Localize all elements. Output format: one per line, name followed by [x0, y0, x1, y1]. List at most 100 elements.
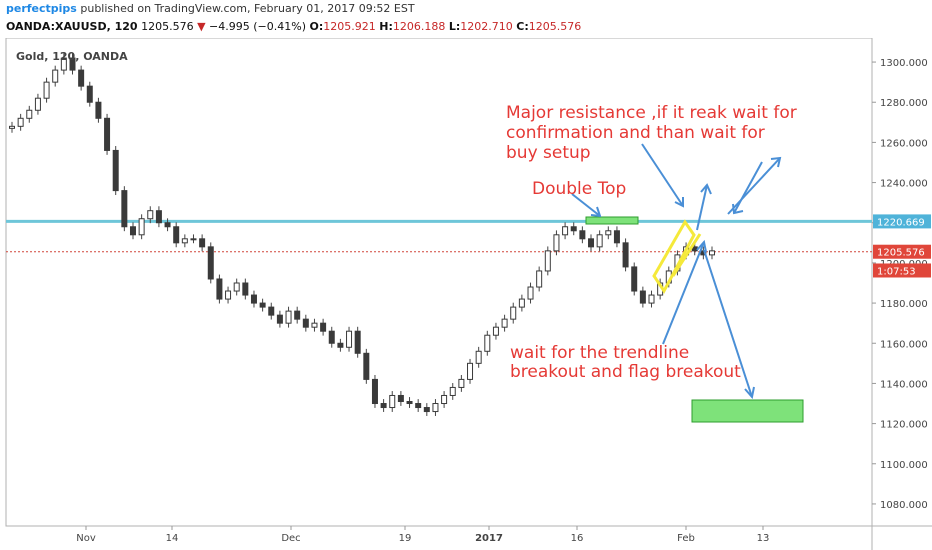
candle	[527, 282, 534, 304]
y-tick-label: 1080.000	[880, 500, 928, 511]
note-resistance-line3: buy setup	[506, 143, 591, 163]
arrow-trendline	[662, 239, 707, 345]
drawings	[571, 143, 804, 423]
candle	[709, 246, 715, 260]
price-tags: 1220.669 1205.576 1:07:53	[873, 214, 931, 278]
candle	[190, 234, 197, 244]
candle	[311, 318, 318, 332]
candle	[406, 397, 413, 408]
candle	[121, 186, 128, 232]
candle	[69, 53, 76, 75]
candle	[250, 290, 257, 308]
x-tick-label: Feb	[677, 533, 695, 544]
candle	[86, 81, 93, 107]
close-label: C:	[516, 20, 529, 33]
candle	[328, 326, 335, 348]
candle	[17, 113, 24, 131]
candle	[320, 318, 327, 336]
candle	[104, 113, 111, 155]
note-double-top: Double Top	[532, 179, 626, 199]
open-value: 1205.921	[323, 20, 376, 33]
annotation-arrows	[571, 143, 782, 400]
candle	[389, 391, 396, 412]
candle	[216, 274, 223, 304]
candle	[129, 222, 136, 240]
candlestick-series	[9, 53, 715, 416]
candle	[52, 65, 59, 87]
arrow-breakout-up-1	[696, 183, 712, 231]
candle	[242, 278, 249, 300]
y-tick-label: 1140.000	[880, 379, 928, 390]
bull-flag	[652, 219, 696, 294]
candle	[302, 314, 309, 332]
candle	[26, 105, 33, 123]
candle	[294, 306, 301, 324]
candle	[648, 290, 655, 308]
candle	[432, 399, 439, 416]
x-axis[interactable]: Nov 14 Dec 19 2017 16 Feb 13	[76, 526, 769, 544]
candle	[492, 322, 499, 340]
candle	[467, 358, 474, 384]
arrow-breakout-up-2	[727, 156, 782, 215]
candle	[518, 294, 525, 312]
y-axis[interactable]: 1300.0001280.0001260.0001240.0001220.000…	[872, 58, 928, 511]
y-tick-label: 1160.000	[880, 339, 928, 350]
plot-area[interactable]	[5, 38, 873, 527]
arrow-to-double-top	[571, 193, 602, 218]
candle	[397, 391, 404, 406]
y-tick-label: 1240.000	[880, 179, 928, 190]
y-tick-label: 1260.000	[880, 138, 928, 149]
symbol-label: OANDA:XAUUSD, 120	[6, 20, 138, 33]
candle	[622, 238, 629, 272]
candle	[337, 338, 344, 352]
low-value: 1202.710	[460, 20, 513, 33]
x-tick-label: 2017	[475, 533, 503, 544]
publisher-name[interactable]: perfectpips	[6, 2, 77, 15]
candle	[268, 302, 275, 320]
candle	[423, 403, 430, 416]
series-legend[interactable]: Gold, 120, OANDA	[16, 50, 128, 63]
text-annotations: Major resistance ,if it reak wait for co…	[506, 103, 797, 382]
candle	[415, 399, 422, 412]
candle	[639, 286, 646, 308]
price-tag-text: 1205.576	[877, 248, 925, 259]
candle	[43, 77, 50, 103]
candle	[613, 226, 620, 248]
candle	[346, 326, 353, 352]
last-price: 1205.576	[141, 20, 194, 33]
candle	[207, 242, 214, 284]
note-resistance-line2: confirmation and than wait for	[506, 123, 765, 143]
candle	[181, 234, 188, 248]
candle	[570, 222, 577, 236]
price-tag: 1220.669	[873, 214, 931, 229]
publish-line: perfectpips published on TradingView.com…	[6, 2, 415, 15]
candle	[112, 146, 119, 196]
candle	[449, 383, 456, 400]
candle	[562, 222, 569, 240]
trendline-flag-lower	[671, 233, 702, 277]
x-tick-label: 19	[399, 533, 412, 544]
candle	[225, 286, 232, 304]
price-chart[interactable]: 1300.0001280.0001260.0001240.0001220.000…	[0, 38, 932, 550]
y-tick-label: 1300.000	[880, 58, 928, 69]
candle	[441, 391, 448, 408]
candle	[536, 266, 543, 292]
candle	[544, 246, 551, 276]
candle	[164, 218, 171, 232]
x-tick-label: 13	[757, 533, 770, 544]
note-trendline-line2: breakout and flag breakout	[510, 362, 741, 382]
open-label: O:	[309, 20, 324, 33]
candle	[173, 222, 180, 248]
candle	[605, 226, 612, 240]
candle	[596, 230, 603, 252]
x-tick-label: Dec	[281, 533, 300, 544]
low-label: L:	[448, 20, 461, 33]
candle	[60, 53, 67, 75]
candle	[588, 234, 595, 252]
x-tick-label: Nov	[76, 533, 96, 544]
note-resistance-line1: Major resistance ,if it reak wait for	[506, 103, 797, 123]
change-value: −4.995 (−0.41%)	[209, 20, 306, 33]
high-label: H:	[379, 20, 393, 33]
y-tick-label: 1100.000	[880, 460, 928, 471]
candle	[484, 330, 491, 356]
